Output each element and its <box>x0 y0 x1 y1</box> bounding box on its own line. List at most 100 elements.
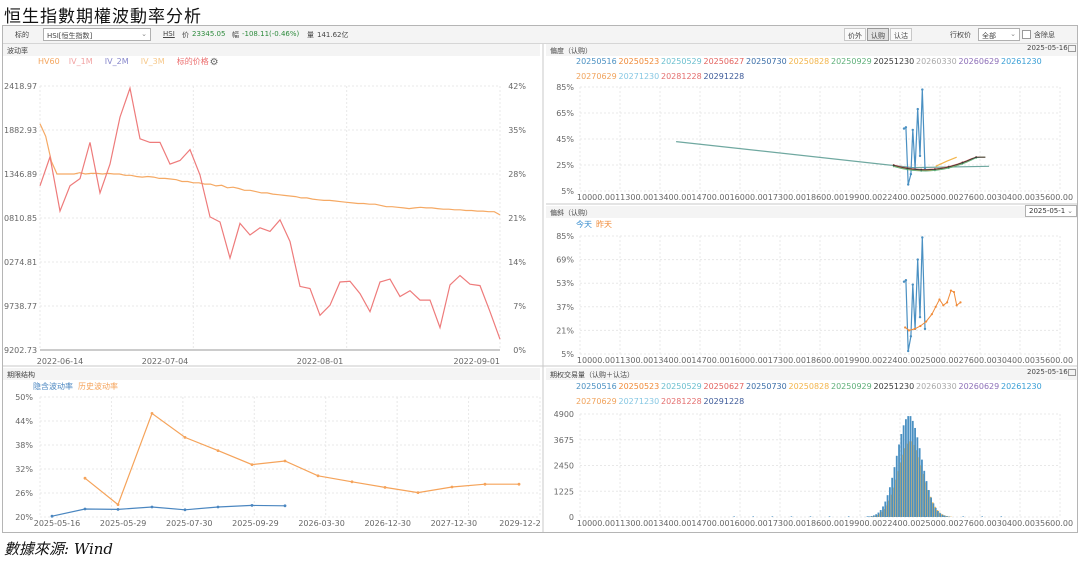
series-line <box>39 85 501 340</box>
data-point <box>907 183 910 186</box>
volume-bar <box>909 416 912 517</box>
x-tick-label: 2022-08-01 <box>297 357 344 366</box>
volume-bar <box>868 516 871 517</box>
volume-bar <box>905 516 907 517</box>
include-dividend-checkbox[interactable] <box>1022 30 1031 39</box>
x-tick-label: 27600.00 <box>959 193 997 202</box>
legend-item: 20250828 <box>789 382 830 391</box>
legend-item: 历史波动率 <box>78 381 118 391</box>
data-point <box>946 301 949 304</box>
skew-date[interactable]: 2025-05-16 <box>1027 44 1068 52</box>
legend-item: 20250529 <box>661 382 702 391</box>
legend-item: 20281228 <box>661 72 702 81</box>
legend-item: 20250529 <box>661 57 702 66</box>
data-point <box>938 298 941 301</box>
data-point <box>904 326 907 329</box>
x-tick-label: 17300.00 <box>768 193 806 202</box>
volume-bar <box>895 455 898 517</box>
legend-item: IV_1M <box>69 57 93 66</box>
volume-bar <box>934 507 937 517</box>
volume-date[interactable]: 2025-05-16 <box>1027 368 1068 376</box>
y-tick-label: 35% <box>508 126 526 135</box>
data-point <box>918 154 922 158</box>
volume-bar <box>939 513 942 517</box>
strike-select[interactable]: 全部 ⌄ <box>978 28 1020 41</box>
chevron-down-icon: ⌄ <box>141 30 147 38</box>
x-tick-label: 13400.00 <box>653 193 691 202</box>
x-tick-label: 13400.00 <box>653 356 691 365</box>
slope-date-select[interactable]: 2025-05-1 ⌄ <box>1025 205 1077 217</box>
data-point <box>50 514 54 518</box>
volume-bar <box>847 516 850 517</box>
data-point <box>975 156 978 159</box>
x-tick-label: 18600.00 <box>806 193 844 202</box>
tab-call[interactable]: 认购 <box>867 28 889 41</box>
volume-bar <box>914 427 916 517</box>
calendar-icon[interactable] <box>1068 369 1076 376</box>
volume-bar <box>930 497 933 517</box>
data-point <box>909 335 913 338</box>
y-tick-label: 1882.93 <box>4 126 37 135</box>
x-tick-label: 14700.00 <box>691 356 729 365</box>
y-tick-label: 25% <box>556 161 574 170</box>
skew-panel-header: 偏度（认购） <box>546 44 1077 56</box>
legend-item: 20271230 <box>619 397 660 406</box>
calendar-icon[interactable] <box>1068 45 1076 52</box>
data-point <box>350 480 354 484</box>
volume-bar <box>898 444 900 517</box>
data-point <box>921 236 924 239</box>
volume-bar <box>893 467 896 517</box>
volume-bar <box>905 419 907 517</box>
data-point <box>949 289 953 292</box>
term-panel-title: 期限结构 <box>7 371 35 379</box>
data-point <box>911 283 914 286</box>
volume-bar <box>872 515 875 517</box>
x-tick-label: 30400.00 <box>997 519 1035 528</box>
tab-out-of-money[interactable]: 价外 <box>844 28 866 41</box>
volume-bar <box>870 516 873 517</box>
data-point <box>909 172 913 176</box>
vol-panel-header: 波动率 <box>3 44 540 56</box>
volume-bar <box>962 516 964 517</box>
volume-label: 量 <box>307 31 314 39</box>
x-tick-label: 22400.00 <box>882 193 920 202</box>
series-line <box>51 504 286 517</box>
underlying-value: HSI[恒生指数] <box>47 32 93 40</box>
volume-panel-title: 期权交易量（认购＋认沽） <box>550 371 634 379</box>
legend-item: 20260330 <box>916 57 957 66</box>
y-tick-label: 53% <box>556 279 574 288</box>
page-title: 恒生指數期權波動率分析 <box>4 7 202 27</box>
x-tick-label: 14700.00 <box>691 519 729 528</box>
data-point <box>904 279 908 282</box>
y-tick-label: 14% <box>508 258 526 267</box>
legend-item: 20251230 <box>874 57 915 66</box>
legend-item: 20250627 <box>704 382 745 391</box>
toolbar: 标的 HSI[恒生指数] ⌄ HSI 价 23345.05 幅 -108.11(… <box>3 26 1077 44</box>
underlying-select[interactable]: HSI[恒生指数] ⌄ <box>43 28 151 41</box>
data-point <box>907 329 911 332</box>
x-tick-label: 13400.00 <box>653 519 691 528</box>
volume-bar <box>921 459 923 517</box>
tab-put[interactable]: 认沽 <box>890 28 912 41</box>
y-tick-label: 37% <box>556 303 574 312</box>
y-tick-label: 3675 <box>554 436 574 445</box>
y-tick-label: 45% <box>556 135 574 144</box>
data-point <box>83 476 87 480</box>
volume-bar <box>911 420 914 517</box>
x-tick-label: 2025-05-16 <box>34 519 81 528</box>
ticker-link[interactable]: HSI <box>163 30 175 38</box>
volume-bar <box>877 512 880 517</box>
data-point <box>942 304 945 307</box>
volume-bar <box>981 516 983 517</box>
y-tick-label: 21% <box>508 214 526 223</box>
change-value: -108.11(-0.46%) <box>242 30 300 38</box>
y-tick-label: 1346.89 <box>4 170 37 179</box>
series-line <box>903 89 926 185</box>
legend-item: IV_3M <box>141 57 165 66</box>
legend-item: 20250730 <box>746 382 787 391</box>
x-tick-label: 25000.00 <box>920 519 958 528</box>
x-tick-label: 2026-12-30 <box>364 519 411 528</box>
volume-bar <box>900 434 903 517</box>
volume-bar <box>924 516 926 517</box>
